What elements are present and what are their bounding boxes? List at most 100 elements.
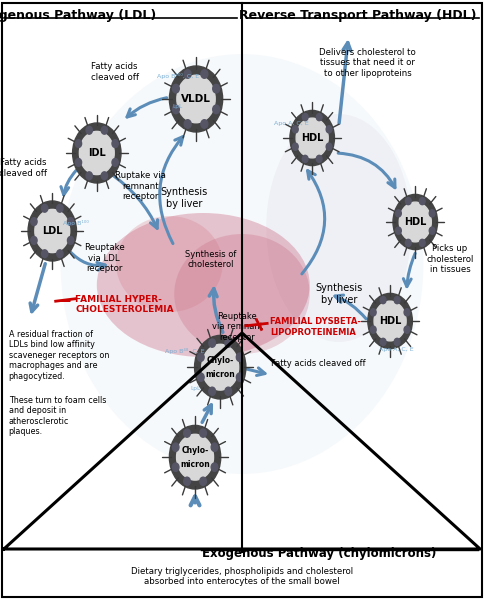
- Circle shape: [209, 339, 215, 347]
- Circle shape: [374, 301, 406, 341]
- Circle shape: [200, 429, 207, 437]
- Circle shape: [28, 201, 76, 261]
- Circle shape: [76, 158, 82, 166]
- Circle shape: [236, 373, 243, 382]
- Circle shape: [429, 210, 435, 217]
- Text: IDL: IDL: [88, 148, 106, 158]
- Circle shape: [213, 85, 220, 93]
- Text: Apo B⁴⁸, C, E: Apo B⁴⁸, C, E: [165, 348, 204, 354]
- Text: FAMILIAL HYPER-
CHOLESTEROLEMIA: FAMILIAL HYPER- CHOLESTEROLEMIA: [75, 295, 174, 314]
- Circle shape: [172, 85, 179, 93]
- Circle shape: [399, 202, 431, 242]
- Circle shape: [370, 326, 376, 333]
- Circle shape: [209, 387, 215, 395]
- Text: —: —: [55, 292, 71, 307]
- Circle shape: [292, 126, 298, 133]
- Text: Apo B¹⁰⁰, C, E: Apo B¹⁰⁰, C, E: [157, 73, 199, 79]
- Circle shape: [172, 105, 179, 113]
- Circle shape: [302, 113, 308, 121]
- Circle shape: [211, 463, 218, 472]
- Circle shape: [201, 70, 208, 78]
- Circle shape: [326, 143, 332, 150]
- Circle shape: [67, 218, 74, 226]
- Circle shape: [101, 172, 107, 179]
- Text: Chylo-: Chylo-: [207, 356, 234, 365]
- Circle shape: [177, 434, 213, 480]
- Text: HDL: HDL: [404, 217, 426, 227]
- Circle shape: [57, 250, 63, 257]
- Circle shape: [404, 326, 410, 333]
- Circle shape: [395, 227, 401, 234]
- Circle shape: [316, 155, 322, 163]
- Ellipse shape: [116, 216, 223, 312]
- Text: FAMILIAL DYSBETA-
LIPOPROTEINEMIA: FAMILIAL DYSBETA- LIPOPROTEINEMIA: [270, 317, 361, 337]
- Text: Reuptake
via LDL
receptor: Reuptake via LDL receptor: [84, 243, 124, 273]
- Text: Apo A, C, E: Apo A, C, E: [379, 347, 414, 352]
- Text: These turn to foam cells
and deposit in
atherosclerotic
plaques.: These turn to foam cells and deposit in …: [9, 396, 106, 436]
- Circle shape: [211, 443, 218, 451]
- Text: micron: micron: [205, 370, 235, 379]
- Text: Exogenous Pathway (chylomicrons): Exogenous Pathway (chylomicrons): [202, 547, 437, 560]
- Circle shape: [202, 344, 239, 390]
- Circle shape: [42, 205, 48, 212]
- Text: micron: micron: [180, 460, 210, 469]
- Text: Ruptake via
remnant
receptor: Ruptake via remnant receptor: [115, 171, 166, 201]
- Circle shape: [31, 218, 37, 226]
- Circle shape: [197, 373, 204, 382]
- Circle shape: [236, 353, 243, 361]
- Circle shape: [183, 477, 190, 485]
- Ellipse shape: [266, 114, 411, 342]
- Text: Fatty acids
cleaved off: Fatty acids cleaved off: [0, 158, 47, 178]
- Text: LDL: LDL: [42, 226, 62, 236]
- Circle shape: [57, 205, 63, 212]
- Circle shape: [316, 113, 322, 121]
- Circle shape: [394, 338, 400, 346]
- Circle shape: [76, 140, 82, 148]
- Circle shape: [183, 429, 190, 437]
- Text: LpL: LpL: [172, 104, 182, 109]
- Circle shape: [419, 197, 425, 205]
- Text: LpL: LpL: [190, 386, 200, 391]
- Circle shape: [112, 158, 118, 166]
- Text: Chylo-: Chylo-: [182, 446, 209, 455]
- Text: Synthesis of
cholesterol: Synthesis of cholesterol: [185, 250, 237, 269]
- Circle shape: [213, 105, 220, 113]
- Circle shape: [200, 477, 207, 485]
- Circle shape: [326, 126, 332, 133]
- Circle shape: [184, 70, 191, 78]
- Text: HDL: HDL: [301, 133, 323, 143]
- Text: Reverse Transport Pathway (HDL): Reverse Transport Pathway (HDL): [240, 9, 477, 22]
- Circle shape: [302, 155, 308, 163]
- Text: A residual fraction of
LDLs bind low affinity
scaveneger receptors on
macrophage: A residual fraction of LDLs bind low aff…: [9, 330, 109, 380]
- Text: Fatty acids cleaved off: Fatty acids cleaved off: [271, 358, 366, 367]
- Text: Apo A, C, E: Apo A, C, E: [274, 121, 309, 125]
- Circle shape: [368, 293, 412, 349]
- Circle shape: [296, 118, 328, 158]
- Circle shape: [31, 236, 37, 244]
- Circle shape: [172, 443, 179, 451]
- Text: Synthesis
by liver: Synthesis by liver: [315, 283, 363, 305]
- Circle shape: [112, 140, 118, 148]
- Text: Fatty acids
cleaved off: Fatty acids cleaved off: [91, 62, 139, 82]
- Circle shape: [406, 239, 411, 247]
- Text: HDL: HDL: [379, 316, 401, 326]
- Circle shape: [73, 123, 121, 183]
- Text: Synthesis
by liver: Synthesis by liver: [160, 187, 208, 209]
- Circle shape: [35, 209, 70, 253]
- Circle shape: [169, 425, 221, 489]
- Circle shape: [101, 127, 107, 134]
- Text: Endogenous Pathway (LDL): Endogenous Pathway (LDL): [0, 9, 157, 22]
- Ellipse shape: [97, 213, 310, 357]
- Circle shape: [380, 338, 386, 346]
- Circle shape: [380, 296, 386, 304]
- Circle shape: [195, 335, 246, 399]
- Circle shape: [290, 110, 334, 166]
- Circle shape: [177, 75, 215, 123]
- Circle shape: [292, 143, 298, 150]
- Circle shape: [404, 309, 410, 316]
- Circle shape: [201, 120, 208, 128]
- Circle shape: [86, 172, 92, 179]
- Circle shape: [419, 239, 425, 247]
- Circle shape: [67, 236, 74, 244]
- Circle shape: [172, 463, 179, 472]
